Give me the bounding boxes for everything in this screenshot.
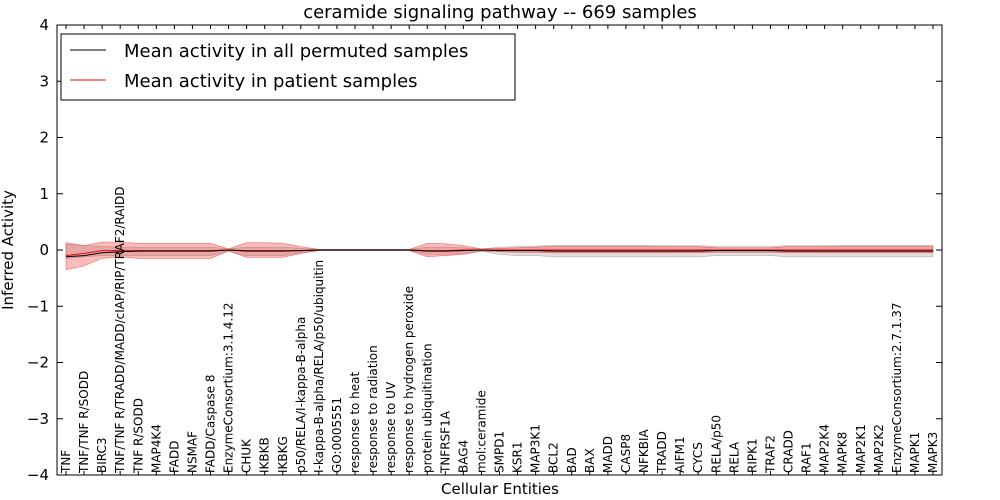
x-tick-label: AIFM1 [673, 436, 687, 473]
x-tick-label: KSR1 [511, 442, 525, 473]
y-tick-label: 1 [39, 185, 49, 203]
x-tick-label: MAPK8 [836, 432, 850, 473]
y-tick-label: −1 [27, 297, 49, 315]
y-tick-label: 4 [39, 16, 49, 34]
x-tick-label: MAP2K1 [854, 424, 868, 473]
series-lines [65, 249, 933, 258]
legend-box [60, 33, 516, 101]
x-tick-label: EnzymeConsortium:2.7.1.37 [890, 302, 904, 473]
x-tick-label: TNF [59, 450, 73, 474]
y-tick-label: −2 [27, 354, 49, 372]
x-tick-label: NSMAF [185, 431, 199, 473]
x-tick-label: RELA/p50 [709, 415, 723, 473]
y-tick-label: 3 [39, 72, 49, 90]
x-tick-label: BAX [583, 448, 597, 473]
y-tick-label: −3 [27, 410, 49, 428]
x-tick-label: GO:0005551 [330, 397, 344, 473]
x-tick-label: FADD/Caspase 8 [204, 374, 218, 473]
x-tick-label: mol:ceramide [474, 390, 488, 473]
y-tick-label: −4 [27, 466, 49, 484]
x-tick-label: BAD [565, 447, 579, 473]
x-tick-label: SMPD1 [493, 431, 507, 473]
legend-label-patient: Mean activity in patient samples [124, 71, 418, 92]
x-tick-label: BCL2 [547, 442, 561, 473]
x-tick-label: CRADD [782, 430, 796, 473]
legend-label-permuted: Mean activity in all permuted samples [124, 41, 468, 62]
y-axis-label: Inferred Activity [0, 190, 17, 310]
x-tick-label: EnzymeConsortium:3.1.4.12 [222, 302, 236, 473]
y-axis-ticks: −4 −3 −2 −1 0 1 2 3 4 [27, 16, 942, 484]
x-tick-label: CASP8 [619, 434, 633, 473]
x-tick-label: RAF1 [800, 442, 814, 473]
x-tick-label: BIRC3 [95, 437, 109, 473]
x-tick-label: RELA [727, 441, 741, 473]
x-tick-label: FADD [167, 441, 181, 474]
x-tick-label: CHUK [240, 438, 254, 473]
x-tick-label: MAP2K2 [872, 424, 886, 473]
y-tick-label: 2 [39, 129, 49, 147]
x-tick-label: BAG4 [456, 440, 470, 473]
x-tick-label: response to heat [348, 371, 362, 473]
x-tick-label: CYCS [691, 442, 705, 473]
x-tick-label: MAP2K4 [818, 424, 832, 473]
x-tick-label: protein ubiquitination [420, 343, 434, 473]
x-tick-label: MAP3K1 [529, 424, 543, 473]
x-tick-label: TNFRSF1A [438, 410, 452, 474]
x-axis-ticks: TNF TNF/TNF R/SODD BIRC3 TNF/TNF R/TRADD/MA… [59, 25, 940, 475]
y-tick-label: 0 [39, 241, 49, 259]
x-tick-label: TRAF2 [763, 435, 777, 474]
x-tick-label: TNF R/SODD [131, 398, 145, 474]
x-tick-label: MAPK1 [908, 432, 922, 473]
x-tick-label: response to UV [384, 381, 398, 473]
x-tick-label: MADD [601, 436, 615, 473]
confidence-bands [65, 241, 934, 271]
x-tick-label: response to hydrogen peroxide [402, 286, 416, 473]
x-tick-label: TNF/TNF R/TRADD/MADD/cIAP/RIP/TRAF2/RAID… [113, 187, 127, 475]
x-tick-label: IKBKB [258, 437, 272, 473]
x-tick-label: NFKBIA [637, 428, 651, 473]
confidence-band-series-1 [65, 241, 934, 271]
x-tick-label: TNF/TNF R/SODD [77, 371, 91, 474]
x-tick-label: MAPK3 [926, 432, 940, 473]
legend: Mean activity in all permuted samples Me… [60, 33, 516, 101]
x-tick-label: I-kappa-B-alpha/RELA/p50/ubiquitin [312, 260, 326, 473]
x-tick-label: MAP4K4 [149, 424, 163, 473]
x-axis-label: Cellular Entities [441, 480, 559, 498]
chart-title: ceramide signaling pathway -- 669 sample… [303, 2, 697, 23]
x-tick-label: response to radiation [366, 345, 380, 473]
x-tick-label: IKBKG [276, 436, 290, 473]
series-line-0 [65, 249, 933, 258]
x-tick-label: p50/RELA/I-kappa-B-alpha [294, 317, 308, 473]
x-tick-label: TRADD [655, 431, 669, 474]
x-tick-label: RIPK1 [745, 438, 759, 473]
